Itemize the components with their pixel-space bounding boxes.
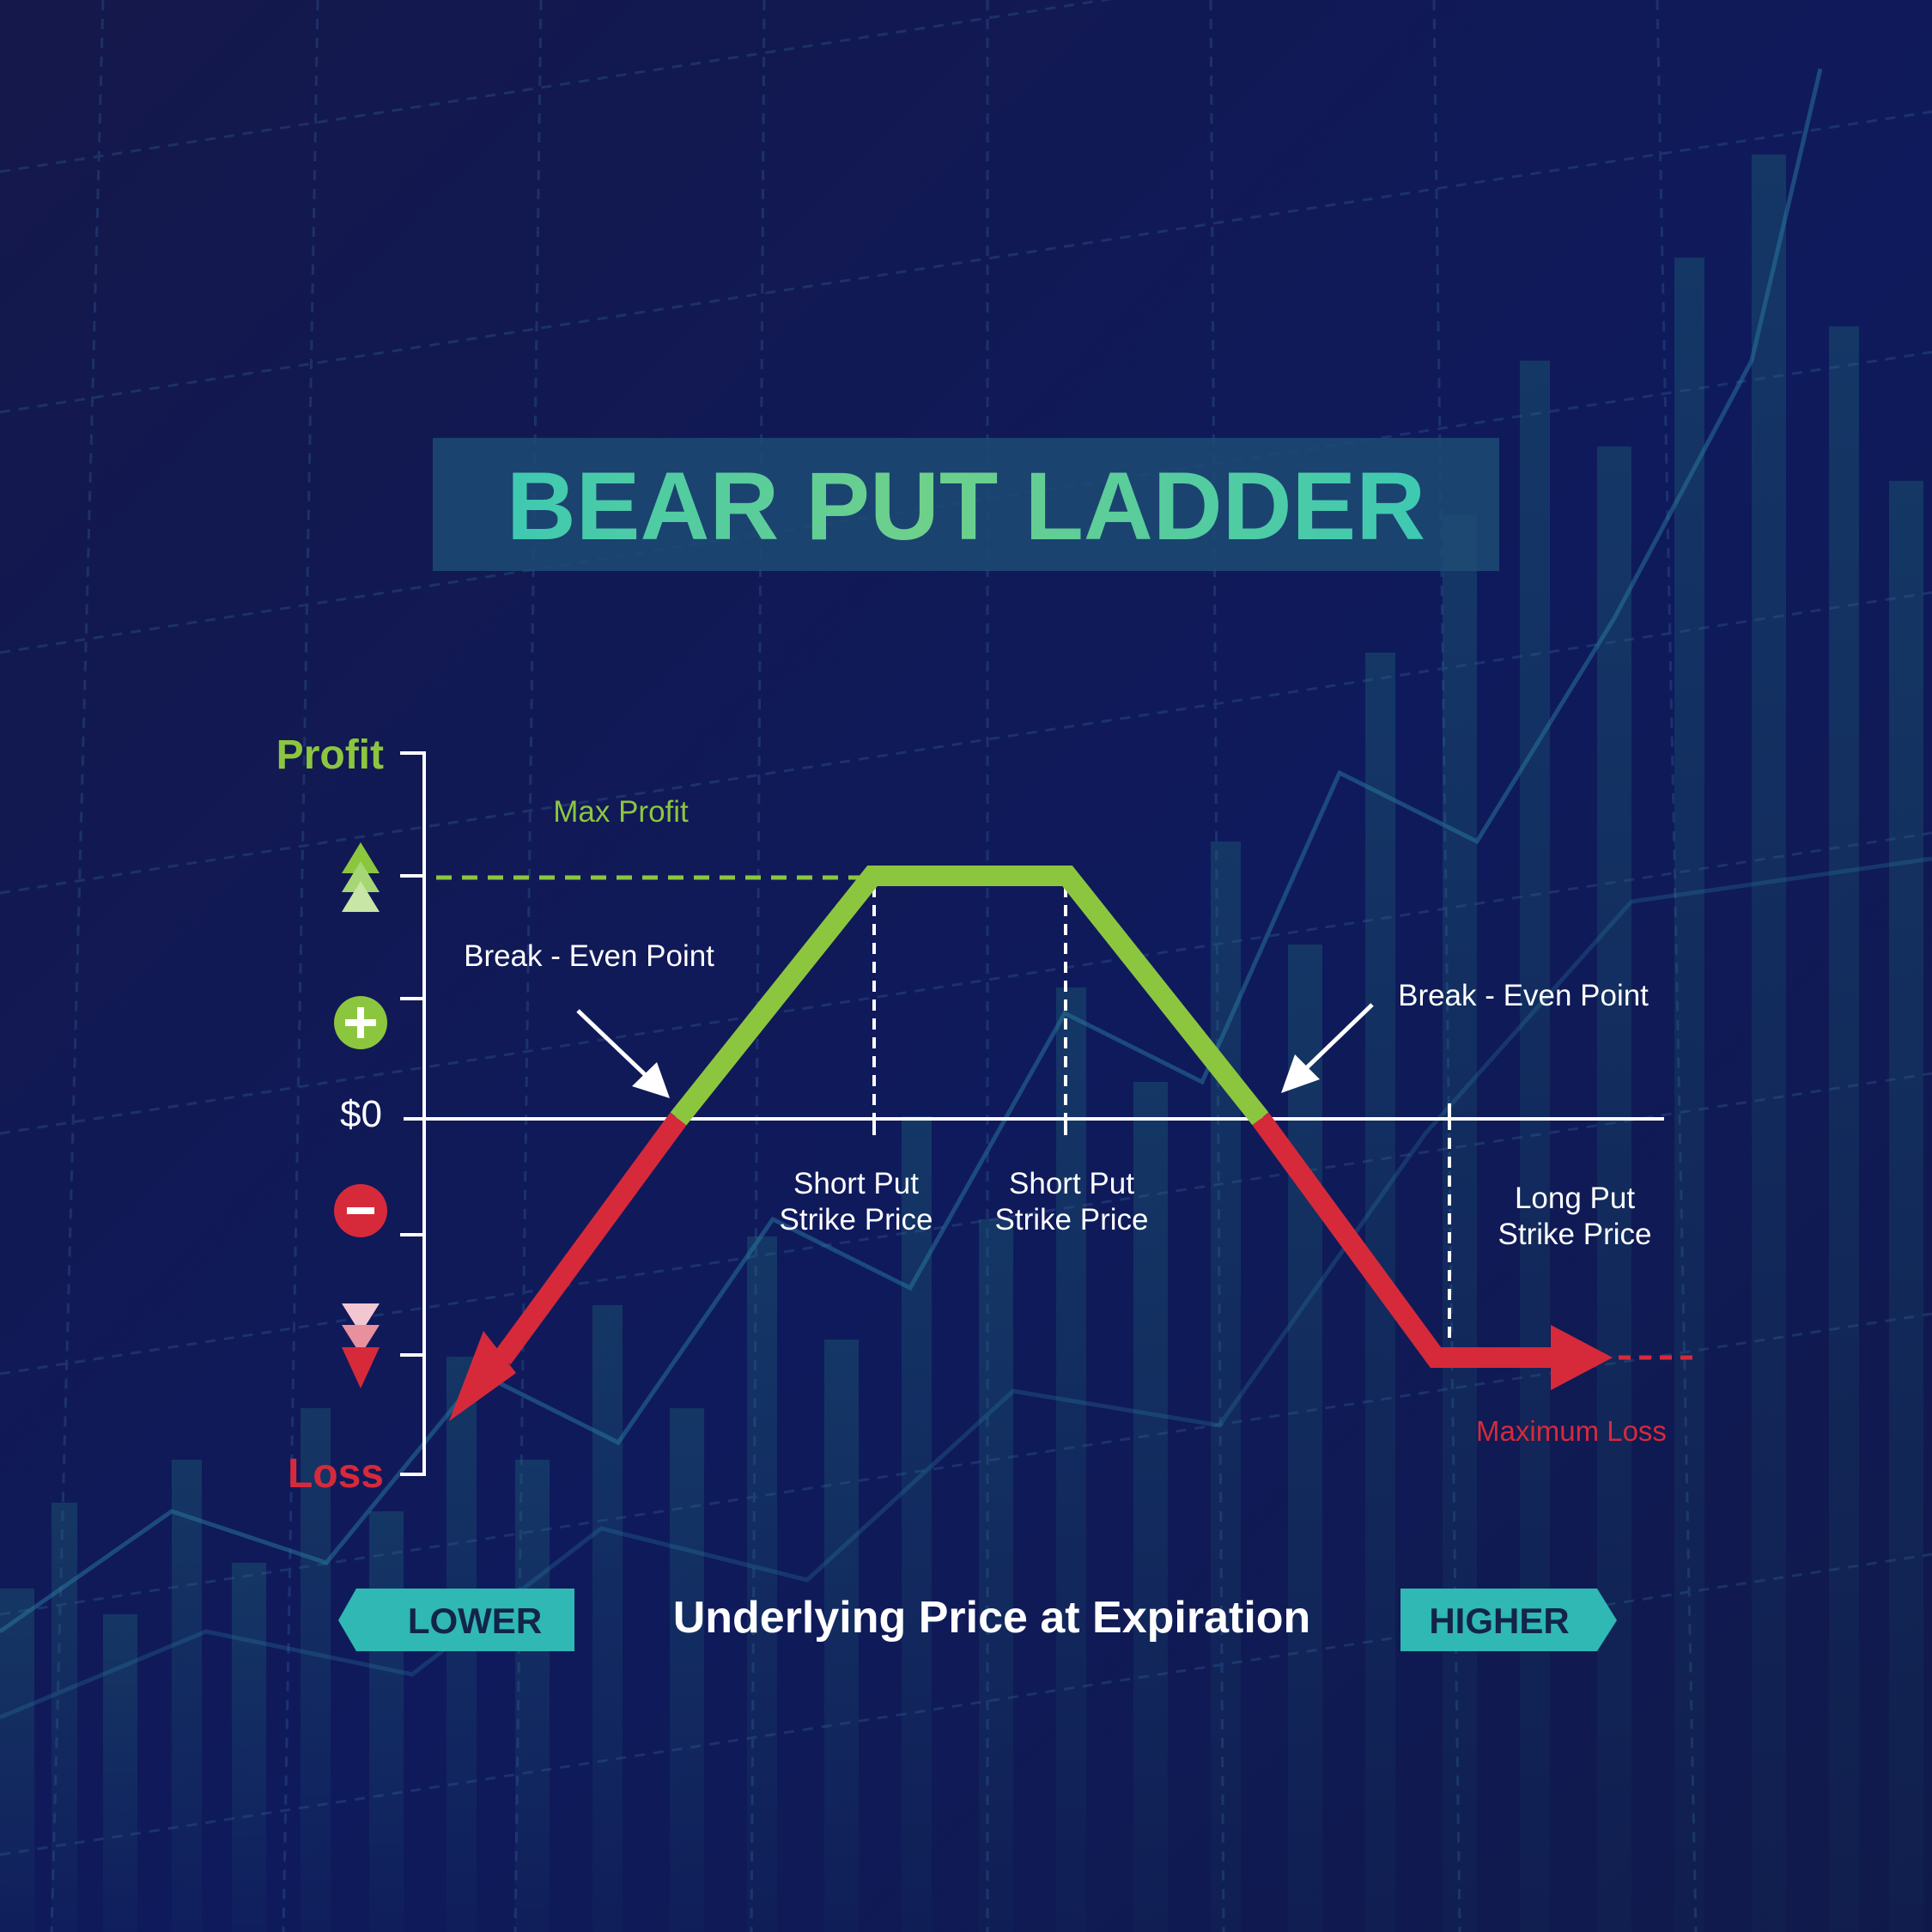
payoff-loss-right	[1252, 1112, 1563, 1368]
y-axis-zero-label: $0	[340, 1093, 382, 1135]
payoff-arrow-left-head	[449, 1331, 516, 1421]
minus-circle-icon	[334, 1184, 387, 1237]
strike-2-label-line1: Short Put	[1009, 1167, 1134, 1200]
break-even-arrow-right	[1281, 1003, 1374, 1093]
strike-1-label-line1: Short Put	[793, 1167, 919, 1200]
lower-label: LOWER	[408, 1601, 542, 1641]
payoff-arrow-right-head	[1551, 1325, 1613, 1390]
break-even-left-label: Break - Even Point	[464, 939, 714, 973]
strike-markers	[872, 886, 1451, 1340]
break-even-arrow-left	[576, 1009, 670, 1098]
title-box	[433, 438, 1499, 571]
maximum-loss-label: Maximum Loss	[1476, 1415, 1667, 1447]
x-axis-title: Underlying Price at Expiration	[673, 1593, 1311, 1643]
y-axis-bottom-label: Loss	[288, 1451, 384, 1497]
higher-label: HIGHER	[1429, 1601, 1569, 1641]
background-trend-lines	[0, 68, 1932, 1720]
max-profit-label: Max Profit	[553, 795, 689, 829]
page-title: BEAR PUT LADDER	[507, 453, 1425, 560]
payoff-profit-segment	[670, 866, 1269, 1126]
strike-2-label-line2: Strike Price	[995, 1203, 1149, 1236]
y-axis	[400, 751, 426, 1476]
plus-circle-icon	[334, 996, 387, 1049]
y-axis-top-label: Profit	[276, 732, 384, 778]
higher-label-badge: HIGHER	[1400, 1589, 1617, 1651]
strike-1-label-line2: Strike Price	[780, 1203, 933, 1236]
strike-3-label-line2: Strike Price	[1498, 1218, 1652, 1251]
strike-3-label-line1: Long Put	[1515, 1182, 1635, 1215]
triangle-up-stack-icon	[342, 842, 380, 912]
lower-label-badge: LOWER	[338, 1589, 574, 1651]
break-even-right-label: Break - Even Point	[1398, 979, 1649, 1012]
triangle-down-stack-icon	[342, 1303, 380, 1388]
payoff-line	[449, 866, 1613, 1421]
payoff-loss-left	[494, 1112, 687, 1365]
